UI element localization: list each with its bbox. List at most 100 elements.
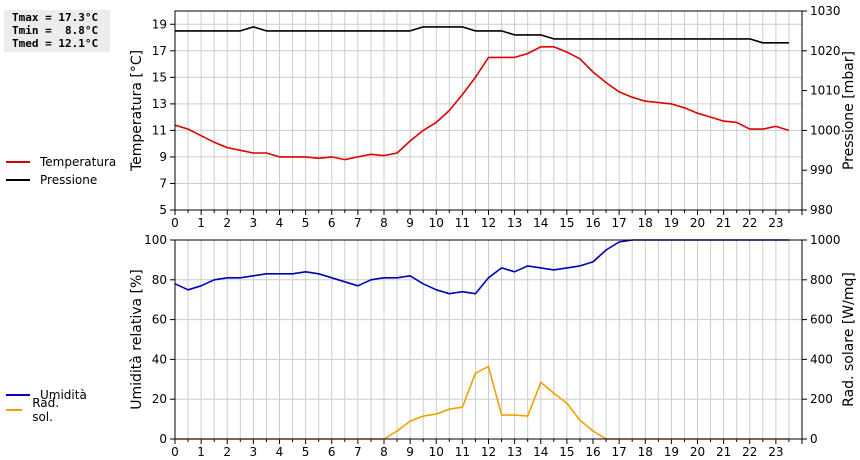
x-tick-label-6: 6	[328, 216, 336, 230]
y-right-tick-label-1000: 1000	[810, 123, 841, 137]
x-tick-label-19: 19	[664, 216, 679, 230]
y-tick-label-17: 17	[152, 44, 167, 58]
x-tick-label-13: 13	[507, 216, 522, 230]
x-tick-label-17: 17	[611, 216, 626, 230]
tmed-label: Tmed = 12.1°C	[12, 37, 99, 50]
y-right-tick-label-800: 800	[810, 273, 833, 287]
y-tick-label-60: 60	[152, 313, 167, 327]
y-tick-label-11: 11	[152, 123, 167, 137]
x-tick-label-17: 17	[611, 445, 626, 459]
x-tick-label-4: 4	[276, 445, 284, 459]
x-tick-label-7: 7	[354, 216, 362, 230]
x-tick-label-3: 3	[250, 216, 258, 230]
x-tick-label-13: 13	[507, 445, 522, 459]
x-tick-label-18: 18	[638, 445, 653, 459]
x-tick-label-14: 14	[533, 445, 548, 459]
x-tick-label-22: 22	[742, 445, 757, 459]
x-tick-label-20: 20	[690, 445, 705, 459]
y-tick-label-19: 19	[152, 17, 167, 31]
x-tick-label-2: 2	[223, 216, 231, 230]
y-right-tick-label-200: 200	[810, 392, 833, 406]
legend-label-radsol: Rad. sol.	[32, 396, 60, 424]
x-tick-label-1: 1	[197, 445, 205, 459]
y-right-tick-label-980: 980	[810, 203, 833, 217]
x-tick-label-9: 9	[406, 445, 414, 459]
legend-swatch-umidita	[6, 394, 30, 396]
x-tick-label-5: 5	[302, 445, 310, 459]
y-axis-title-right: Rad. solare [W/mq]	[841, 272, 857, 407]
x-tick-label-10: 10	[429, 216, 444, 230]
plot-frame	[174, 239, 803, 440]
x-tick-label-4: 4	[276, 216, 284, 230]
x-tick-label-3: 3	[250, 445, 258, 459]
legend-label-umidita: Umidità	[40, 388, 87, 402]
x-tick-label-14: 14	[533, 216, 548, 230]
x-tick-label-1: 1	[197, 216, 205, 230]
y-tick-label-9: 9	[159, 150, 167, 164]
x-tick-label-18: 18	[638, 216, 653, 230]
y-right-tick-label-1000: 1000	[810, 233, 841, 247]
x-tick-label-8: 8	[380, 445, 388, 459]
y-right-tick-label-1020: 1020	[810, 44, 841, 58]
x-tick-label-23: 23	[768, 216, 783, 230]
series-line-pressione	[175, 26, 789, 44]
x-tick-label-10: 10	[429, 445, 444, 459]
y-axis-title-left: Umidità relativa [%]	[129, 269, 145, 410]
x-tick-label-20: 20	[690, 216, 705, 230]
x-tick-label-23: 23	[768, 445, 783, 459]
x-tick-label-15: 15	[559, 216, 574, 230]
x-tick-label-5: 5	[302, 216, 310, 230]
x-tick-label-19: 19	[664, 445, 679, 459]
series-line-temperatura	[174, 45, 790, 161]
x-tick-label-15: 15	[559, 445, 574, 459]
plot-frame	[174, 10, 803, 211]
series-line-rad-sol	[175, 365, 789, 440]
x-tick-label-8: 8	[380, 216, 388, 230]
legend-item-pressione: Pressione	[6, 171, 116, 189]
x-tick-label-9: 9	[406, 216, 414, 230]
y-right-tick-label-990: 990	[810, 163, 833, 177]
x-tick-label-16: 16	[585, 216, 600, 230]
y-right-tick-label-600: 600	[810, 313, 833, 327]
y-tick-label-100: 100	[144, 233, 167, 247]
y-right-tick-label-0: 0	[810, 432, 818, 446]
y-tick-label-80: 80	[152, 273, 167, 287]
series-line-umidit	[174, 239, 789, 295]
legend-label-temperatura: Temperatura	[40, 155, 117, 169]
y-tick-label-0: 0	[159, 432, 167, 446]
y-axis-title-left: Temperatura [°C]	[129, 50, 145, 172]
x-tick-label-21: 21	[716, 216, 731, 230]
legend-top: Temperatura Pressione	[6, 153, 116, 189]
x-tick-label-21: 21	[716, 445, 731, 459]
x-tick-label-0: 0	[171, 216, 179, 230]
x-tick-label-2: 2	[223, 445, 231, 459]
y-tick-label-40: 40	[152, 352, 167, 366]
x-tick-label-11: 11	[455, 445, 470, 459]
y-tick-label-13: 13	[152, 97, 167, 111]
x-tick-label-0: 0	[171, 445, 179, 459]
x-tick-label-12: 12	[481, 445, 496, 459]
y-tick-label-15: 15	[152, 70, 167, 84]
legend-swatch-temperatura	[6, 161, 30, 163]
x-tick-label-12: 12	[481, 216, 496, 230]
y-right-tick-label-1010: 1010	[810, 84, 841, 98]
legend-item-umidita: Umidità	[6, 386, 87, 404]
x-tick-label-11: 11	[455, 216, 470, 230]
x-tick-label-6: 6	[328, 445, 336, 459]
y-tick-label-5: 5	[159, 203, 167, 217]
x-tick-label-7: 7	[354, 445, 362, 459]
chart-panel-1: 0 1 2 3 4 5 6 7 8 9 10 11 12 13 14 15 16 17 18 19 20 21 22 2357…	[129, 4, 857, 230]
legend-label-pressione: Pressione	[40, 173, 98, 187]
y-right-tick-label-400: 400	[810, 352, 833, 366]
legend-item-temperatura: Temperatura	[6, 153, 116, 171]
legend-swatch-pressione	[6, 179, 30, 181]
chart-panel-2: 0 1 2 3 4 5 6 7 8 9 10 11 12 13 14 15 16 17 18 19 20 21 22 2302…	[129, 233, 857, 459]
tmin-label: Tmin = 8.8°C	[12, 24, 99, 37]
y-tick-label-20: 20	[152, 392, 167, 406]
y-tick-label-7: 7	[159, 176, 167, 190]
legend-item-radsol: Rad. sol.	[6, 396, 67, 424]
legend-swatch-radsol	[6, 409, 23, 411]
y-right-tick-label-1030: 1030	[810, 4, 841, 18]
y-axis-title-right: Pressione [mbar]	[841, 51, 857, 170]
